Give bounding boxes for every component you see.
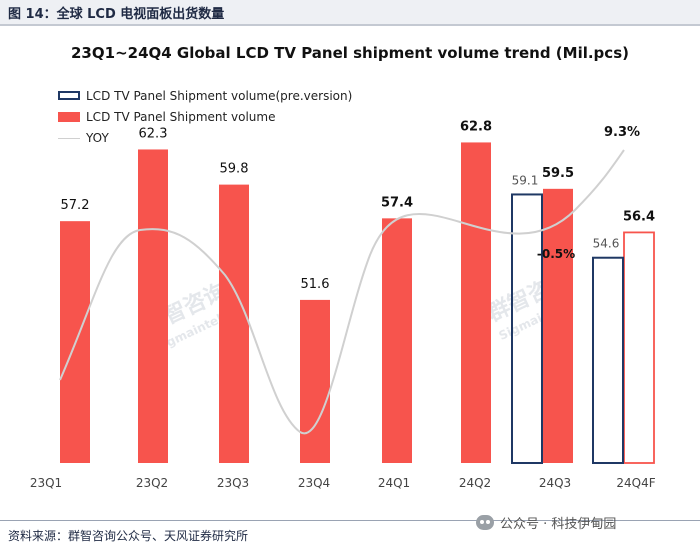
- x-tick-label-24Q2: 24Q2: [459, 476, 491, 490]
- yoy-annotation-24Q3: -0.5%: [537, 247, 575, 261]
- bar-shipment-24Q4F: [623, 231, 655, 464]
- footer-divider: [0, 520, 700, 521]
- wechat-account-label: 公众号 · 科技伊甸园: [500, 517, 617, 532]
- legend-label-shipment: LCD TV Panel Shipment volume: [86, 110, 276, 124]
- x-tick-label-24Q3: 24Q3: [539, 476, 571, 490]
- x-tick-label-24Q4F: 24Q4F: [616, 476, 655, 490]
- x-tick-label-23Q1: 23Q1: [30, 476, 62, 490]
- source-note: 资料来源：群智咨询公众号、天风证券研究所: [8, 529, 249, 543]
- yoy-annotation-24Q4F: 9.3%: [604, 125, 640, 140]
- bar-pre-version-24Q3: [511, 193, 543, 464]
- x-tick-label-23Q3: 23Q3: [217, 476, 249, 490]
- data-label-pre-version-24Q4F: 54.6: [593, 237, 620, 251]
- legend-fill-swatch: [58, 112, 80, 122]
- bar-shipment-24Q1: [382, 218, 412, 463]
- bar-chart-plot: 群智咨询Sigmaintell群智咨询Sigmaintell57.262.359…: [30, 119, 656, 490]
- x-tick-label-24Q1: 24Q1: [378, 476, 410, 490]
- legend-outline-swatch: [58, 91, 80, 100]
- chart-title: 23Q1~24Q4 Global LCD TV Panel shipment v…: [71, 44, 629, 62]
- data-label-shipment-23Q2: 62.3: [139, 126, 168, 141]
- data-label-shipment-23Q3: 59.8: [220, 162, 249, 177]
- x-tick-label-23Q2: 23Q2: [136, 476, 168, 490]
- legend-line-swatch: [58, 138, 80, 139]
- data-label-shipment-23Q4: 51.6: [301, 277, 330, 292]
- x-tick-label-23Q4: 23Q4: [298, 476, 330, 490]
- bar-shipment-24Q3: [543, 188, 573, 463]
- data-label-shipment-24Q2: 62.8: [460, 119, 492, 134]
- bar-shipment-24Q2: [461, 142, 491, 463]
- figure-caption: 图 14：全球 LCD 电视面板出货数量: [8, 7, 225, 22]
- legend-label-pre-version: LCD TV Panel Shipment volume(pre.version…: [86, 89, 353, 103]
- data-label-shipment-24Q3: 59.5: [542, 166, 574, 181]
- figure-header: 图 14：全球 LCD 电视面板出货数量: [0, 0, 700, 26]
- data-label-pre-version-24Q3: 59.1: [512, 173, 539, 187]
- bar-shipment-23Q4: [300, 299, 330, 463]
- wechat-account: 公众号 · 科技伊甸园: [476, 513, 616, 532]
- data-label-shipment-23Q1: 57.2: [61, 198, 90, 213]
- bar-shipment-23Q3: [219, 184, 249, 463]
- bar-shipment-23Q2: [138, 149, 168, 463]
- yoy-line: [59, 149, 625, 435]
- data-label-shipment-24Q1: 57.4: [381, 195, 413, 210]
- wechat-icon: [476, 515, 494, 530]
- bar-pre-version-24Q4F: [592, 256, 624, 464]
- legend-label-yoy: YOY: [86, 131, 109, 145]
- data-label-shipment-24Q4F: 56.4: [623, 209, 655, 224]
